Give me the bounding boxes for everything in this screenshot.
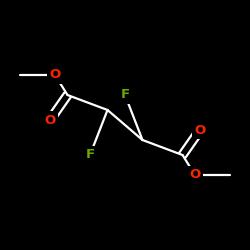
- Text: O: O: [50, 68, 60, 82]
- Text: O: O: [44, 114, 56, 126]
- Text: O: O: [190, 168, 200, 181]
- Text: F: F: [86, 148, 94, 162]
- Text: F: F: [120, 88, 130, 102]
- Text: O: O: [194, 124, 205, 136]
